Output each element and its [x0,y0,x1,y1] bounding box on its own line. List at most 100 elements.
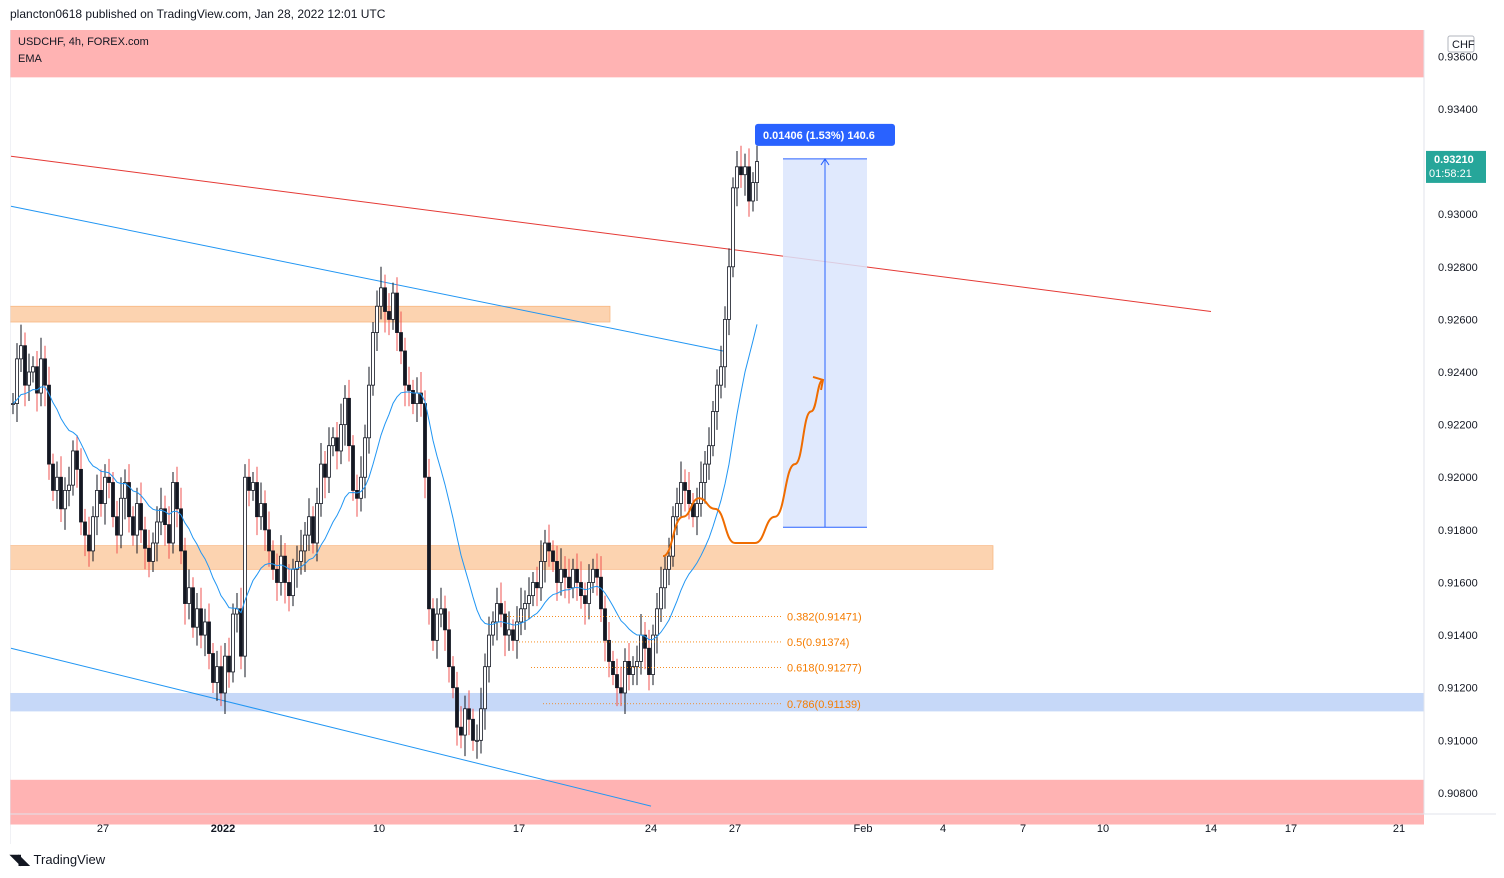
candle-body [527,595,531,604]
candle-body [475,739,479,742]
candle-body [627,661,631,675]
candle-body [463,708,467,736]
currency-badge [1447,35,1475,53]
y-tick-label: 0.90800 [1438,788,1478,800]
candle-body [331,437,335,447]
candle-body [83,521,87,536]
x-tick-label: 24 [645,823,657,835]
measure-label: 0.01406 (1.53%) 140.6 [763,130,875,142]
candle-body [51,463,55,491]
fib-level-label: 0.5(0.91374) [787,637,849,649]
candle-body [507,629,511,636]
candle-body [231,613,235,673]
candle-body [595,568,599,578]
candle-body [683,482,687,491]
candle-body [583,595,587,604]
candle-body [259,503,263,518]
candle-body [207,621,211,654]
y-tick-label: 0.93000 [1438,209,1478,221]
candle-body [471,718,475,741]
candle-body [659,587,663,610]
candle-body [539,561,543,589]
candle-body [299,550,303,562]
candle-body [283,555,287,583]
candle-body [443,608,447,631]
candle-body [387,311,391,320]
candle-body [187,587,191,604]
candle-body [243,476,247,657]
x-tick-label: 21 [1393,823,1405,835]
candle-body [591,568,595,583]
candle-body [451,666,455,689]
x-tick-label: 10 [1097,823,1109,835]
candle-body [547,542,551,552]
candle-body [571,568,575,589]
candle-body [663,568,667,589]
candle-body [415,392,419,404]
candle-body [31,366,35,373]
x-tick-label: 14 [1205,823,1217,835]
candle-body [279,555,283,583]
x-tick-label: 7 [1020,823,1026,835]
candle-body [375,305,379,333]
candle-body [403,350,407,386]
x-tick-label: 17 [513,823,525,835]
candle-body [295,561,299,570]
candle-body [199,608,203,636]
candle-body [431,608,435,641]
candle-body [667,555,671,570]
candle-body [483,666,487,710]
candle-body [255,482,259,518]
candle-body [11,403,15,405]
axes-layer: 0.93400 0.93000 0.92800 0.92600 0.92400 0.922… [10,30,1496,844]
candle-body [487,634,491,668]
candle-body [215,666,219,683]
candle-body [39,358,43,394]
tradingview-logo-text: TradingView [33,852,106,867]
y-tick-label-partial: 0.93600 [1438,51,1478,63]
candle-body [363,437,367,478]
measure-arrow-head [820,158,830,166]
candle-body [347,397,351,447]
candle-body [687,490,691,504]
candle-body [75,450,79,470]
x-tick-label: 27 [97,823,109,835]
price-tag-value: 0.93210 [1434,154,1474,166]
y-tick-label: 0.92400 [1438,367,1478,379]
price-tag-countdown: 01:58:21 [1429,168,1472,180]
x-tick-label: 2022 [211,823,235,835]
x-tick-label: 4 [940,823,946,835]
candle-body [167,524,171,544]
candle-body [519,608,523,623]
candle-body [27,371,31,386]
red-trendline [10,155,1212,312]
candle-body [639,634,643,662]
blue-trendline-lower [10,647,652,807]
fib-level-label: 0.618(0.91277) [787,662,862,674]
candle-body [499,603,503,615]
candle-body [427,476,431,610]
projection-path [662,378,824,558]
y-tick-label: 0.91400 [1438,630,1478,642]
candle-body [151,542,155,562]
candle-body [131,516,135,536]
candle-body [219,666,223,694]
chart-area[interactable]: 0.382(0.91471) 0.5(0.91374) 0.618(0.91277)… [10,30,1496,844]
candle-body [675,503,679,518]
candle-body [655,608,659,636]
y-tick-label: 0.91800 [1438,525,1478,537]
candle-body [339,424,343,452]
candle-body [555,561,559,583]
candle-body [183,550,187,604]
candle-body [143,529,147,549]
chart-svg[interactable]: 0.382(0.91471) 0.5(0.91374) 0.618(0.91277)… [10,30,1496,844]
candle-body [407,384,411,391]
candle-body [251,482,255,491]
candle-body [411,390,415,404]
candle-body [63,490,67,510]
candle-body [455,687,459,728]
candle-body [267,529,271,552]
candle-body [523,603,527,610]
fib-level-label: 0.786(0.91139) [787,699,861,711]
candle-body [711,411,715,447]
